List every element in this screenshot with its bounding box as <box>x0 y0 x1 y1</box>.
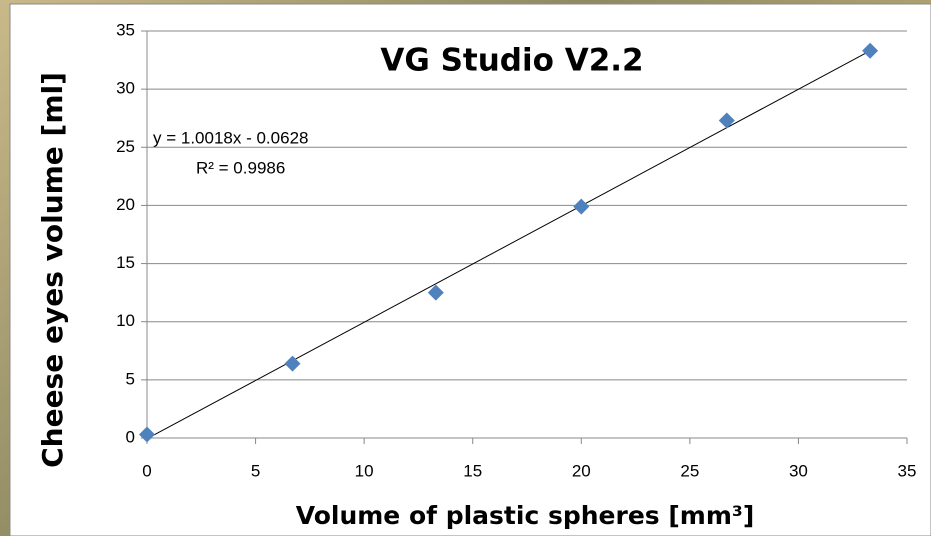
x-tick-label: 5 <box>251 461 260 480</box>
y-tick-label: 35 <box>116 20 135 39</box>
x-tick-label: 10 <box>355 461 374 480</box>
y-tick-label: 20 <box>116 195 135 214</box>
y-tick-label: 15 <box>116 253 135 272</box>
y-tick-label: 5 <box>126 369 135 388</box>
screenshot: VG Studio V2.2 Volume of plastic spheres… <box>0 0 931 536</box>
x-tick-label: 0 <box>142 461 151 480</box>
trendline-equation: y = 1.0018x - 0.0628 <box>153 128 308 147</box>
x-tick-label: 35 <box>898 461 917 480</box>
y-axis-label: Cheese eyes volume [ml] <box>36 72 69 468</box>
chart: VG Studio V2.2 Volume of plastic spheres… <box>0 0 931 536</box>
trendline-r2: R² = 0.9986 <box>196 158 285 177</box>
y-tick-label: 25 <box>116 137 135 156</box>
x-tick-label: 15 <box>463 461 482 480</box>
y-tick-label: 10 <box>116 311 135 330</box>
x-tick-label: 30 <box>789 461 808 480</box>
chart-area <box>10 4 931 536</box>
x-axis-label: Volume of plastic spheres [mm³] <box>296 501 755 530</box>
y-tick-label: 0 <box>126 427 135 446</box>
x-tick-label: 25 <box>680 461 699 480</box>
chart-title: VG Studio V2.2 <box>380 43 643 79</box>
x-tick-label: 20 <box>572 461 591 480</box>
y-tick-label: 30 <box>116 79 135 98</box>
